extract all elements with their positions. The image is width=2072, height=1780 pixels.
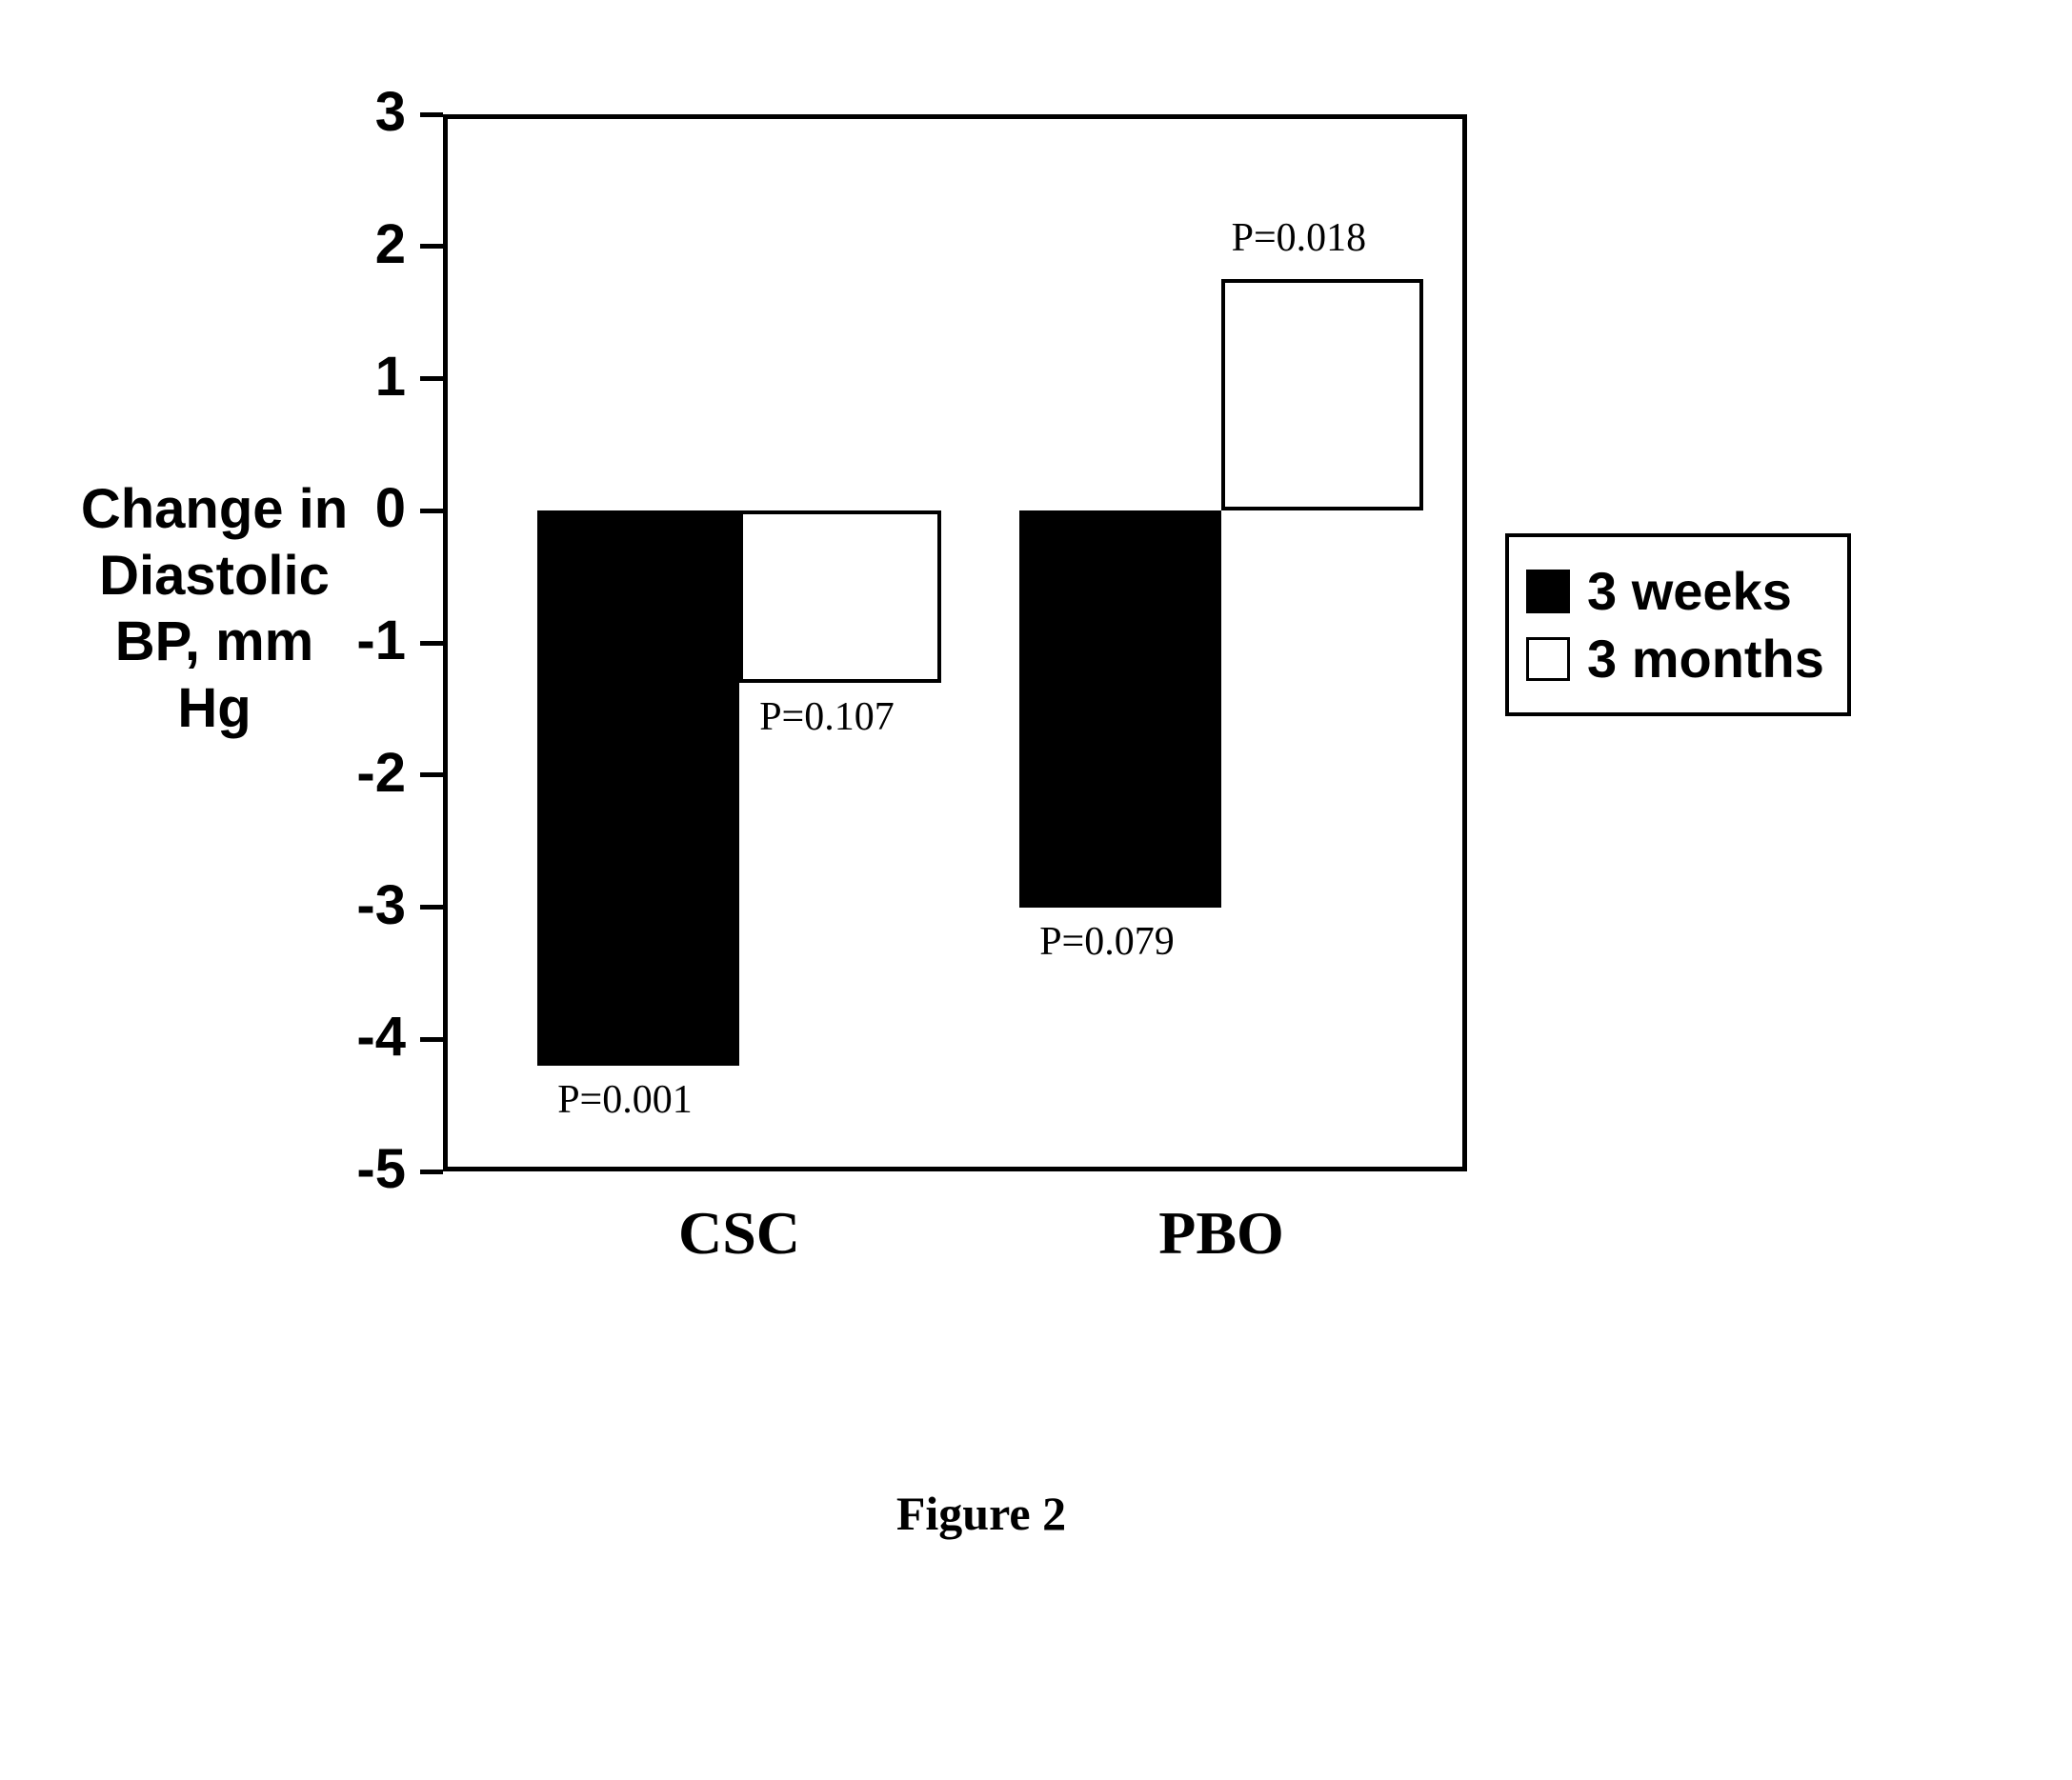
category-label-pbo: PBO xyxy=(1078,1198,1364,1269)
pvalue-label: P=0.107 xyxy=(759,694,895,740)
y-tick xyxy=(420,641,443,646)
pvalue-label: P=0.018 xyxy=(1232,215,1367,261)
figure-caption: Figure 2 xyxy=(838,1486,1124,1541)
category-label-csc: CSC xyxy=(596,1198,882,1269)
y-tick-label: 1 xyxy=(315,345,406,409)
bar-pbo-3weeks xyxy=(1019,510,1221,907)
y-tick-label: -4 xyxy=(315,1005,406,1069)
y-axis-label-line: Diastolic xyxy=(57,543,372,610)
y-tick-label: 0 xyxy=(315,476,406,540)
y-tick-label: -3 xyxy=(315,873,406,937)
y-tick-label: 2 xyxy=(315,212,406,276)
y-tick xyxy=(420,1037,443,1042)
y-tick xyxy=(420,509,443,513)
bar-csc-3months xyxy=(739,510,941,682)
legend-label: 3 months xyxy=(1587,628,1824,690)
y-tick-label: -1 xyxy=(315,609,406,672)
y-tick xyxy=(420,905,443,910)
y-tick xyxy=(420,244,443,249)
y-tick xyxy=(420,112,443,117)
bar-pbo-3months xyxy=(1221,279,1423,510)
legend-item: 3 weeks xyxy=(1526,560,1824,622)
y-tick xyxy=(420,376,443,381)
y-tick xyxy=(420,772,443,777)
legend-swatch xyxy=(1526,570,1570,613)
legend: 3 weeks 3 months xyxy=(1505,533,1851,716)
y-axis-label-line: Hg xyxy=(57,675,372,742)
y-tick-label: 3 xyxy=(315,80,406,144)
chart-container: Change inDiastolicBP, mmHg 3210-1-2-3-4-… xyxy=(0,0,2072,1780)
legend-item: 3 months xyxy=(1526,628,1824,690)
bar-csc-3weeks xyxy=(537,510,739,1066)
legend-label: 3 weeks xyxy=(1587,560,1792,622)
pvalue-label: P=0.001 xyxy=(557,1077,693,1123)
y-tick-label: -2 xyxy=(315,741,406,805)
y-tick-label: -5 xyxy=(315,1137,406,1201)
legend-swatch xyxy=(1526,637,1570,681)
y-axis-line xyxy=(443,114,448,1171)
y-tick xyxy=(420,1170,443,1174)
pvalue-label: P=0.079 xyxy=(1039,919,1175,965)
